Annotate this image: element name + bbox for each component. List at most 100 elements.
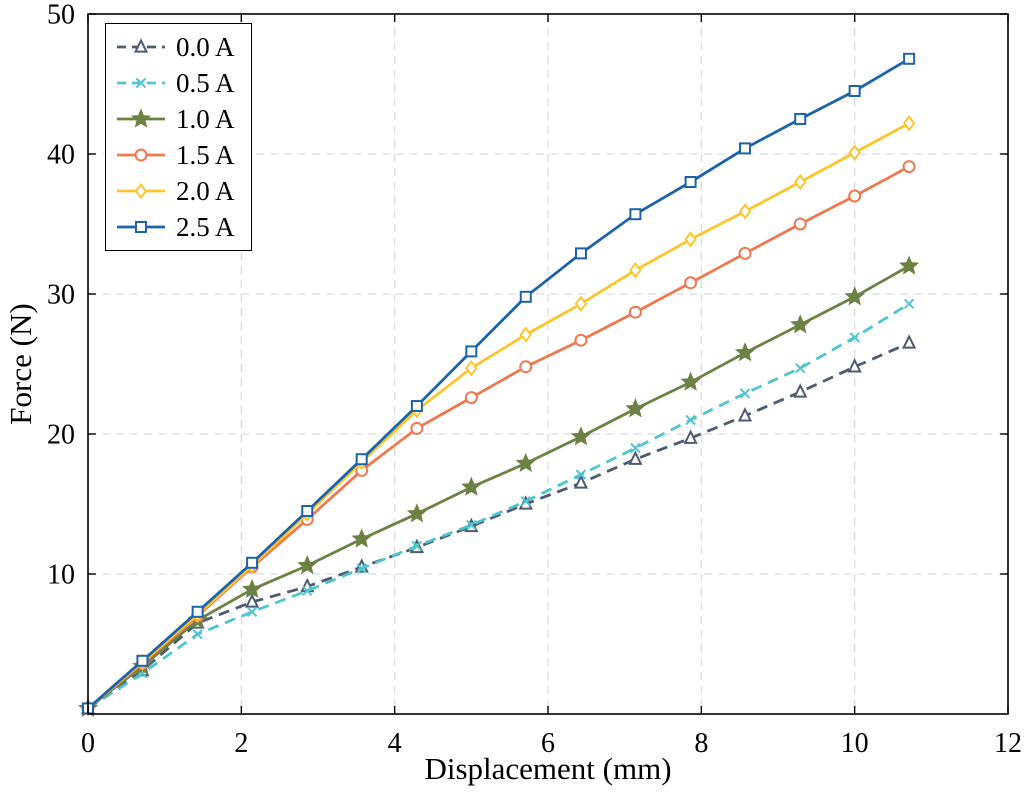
star-marker: [406, 503, 427, 523]
y-tick-label: 50: [47, 0, 75, 31]
square-marker: [903, 52, 916, 65]
square-marker: [684, 176, 697, 188]
diamond-marker: [793, 173, 807, 191]
series-line: [87, 264, 910, 710]
triangle-marker: [901, 334, 917, 349]
legend-label: 2.5 A: [176, 211, 235, 242]
star-marker: [734, 342, 756, 362]
diamond-marker: [134, 182, 148, 200]
square-marker: [574, 247, 587, 260]
x-tick-label: 10: [841, 728, 869, 759]
tick-labels: 0 2 4 6 8 10 12 10 20 30 40 50: [47, 0, 1022, 759]
square-marker: [519, 290, 532, 303]
star-marker: [570, 426, 592, 446]
x-marker: [520, 495, 531, 507]
legend-label: 1.0 A: [176, 103, 235, 134]
legend-label: 1.5 A: [176, 139, 235, 170]
diamond-marker: [738, 203, 752, 220]
diamond-marker: [848, 144, 861, 161]
diamond-marker: [574, 295, 588, 312]
circle-marker: [738, 246, 752, 260]
circle-marker: [410, 421, 424, 435]
legend-label: 2.0 A: [176, 175, 235, 206]
x-marker: [466, 519, 477, 531]
circle-marker: [848, 189, 862, 203]
legend-sample: [117, 221, 165, 233]
x-tick-label: 12: [994, 728, 1022, 759]
star-marker: [844, 286, 865, 306]
circle-marker: [793, 217, 807, 231]
x-tick-label: 0: [81, 728, 95, 759]
y-tick-label: 10: [47, 560, 75, 591]
x-tick-label: 4: [388, 728, 402, 759]
series-layer: [77, 52, 920, 717]
square-marker: [410, 400, 423, 412]
x-marker: [246, 606, 258, 618]
circle-marker: [628, 305, 642, 319]
circle-marker: [134, 148, 148, 162]
square-marker: [739, 142, 752, 155]
triangle-marker: [573, 474, 589, 489]
star-marker: [241, 578, 263, 598]
legend-label: 0.0 A: [176, 31, 235, 62]
legend-sample: [117, 182, 165, 200]
series-line: [87, 341, 910, 710]
x-marker: [135, 77, 147, 89]
series-2.5-a: [82, 52, 916, 715]
y-axis-label: Force (N): [3, 303, 38, 424]
diamond-marker: [684, 231, 697, 248]
y-tick-label: 30: [47, 280, 75, 311]
triangle-marker: [244, 593, 260, 608]
legend-item-1.0-a: 1.0 A: [115, 101, 235, 137]
square-marker: [465, 345, 478, 358]
circle-marker: [684, 276, 698, 290]
square-marker: [629, 208, 642, 221]
star-marker: [680, 371, 701, 391]
legend-sample: [117, 77, 165, 89]
triangle-marker: [628, 450, 643, 465]
legend-sample: [117, 38, 165, 53]
legend-item-0.0-a: 0.0 A: [115, 29, 235, 65]
legend-label: 0.5 A: [176, 67, 235, 98]
diamond-marker: [629, 262, 642, 279]
square-marker: [848, 85, 861, 97]
star-marker: [351, 528, 372, 548]
star-marker: [625, 398, 646, 418]
star-marker: [515, 452, 536, 472]
square-marker: [191, 605, 204, 618]
y-tick-label: 20: [47, 420, 75, 451]
x-tick-label: 8: [694, 728, 708, 759]
star-marker: [130, 108, 152, 128]
x-marker: [192, 628, 203, 640]
square-marker: [136, 654, 149, 667]
circle-marker: [519, 360, 533, 374]
x-axis-label: Displacement (mm): [424, 751, 671, 786]
x-marker: [903, 298, 915, 310]
y-tick-label: 40: [47, 140, 75, 171]
triangle-marker: [847, 358, 862, 373]
x-marker: [685, 414, 696, 426]
legend-sample: [117, 108, 165, 128]
square-marker: [794, 113, 807, 125]
legend-item-0.5-a: 0.5 A: [115, 65, 235, 101]
x-tick-label: 6: [541, 728, 555, 759]
triangle-marker: [683, 429, 698, 444]
x-marker: [795, 362, 806, 374]
square-marker: [246, 556, 259, 569]
triangle-marker: [793, 383, 808, 398]
axes-frame: [87, 13, 1009, 715]
x-marker: [739, 388, 751, 399]
x-marker: [849, 332, 860, 343]
star-marker: [461, 476, 482, 496]
circle-marker: [464, 391, 478, 405]
square-marker: [355, 453, 368, 466]
triangle-marker: [737, 407, 753, 422]
star-marker: [899, 255, 920, 275]
series-1.0-a: [77, 255, 920, 717]
legend-item-1.5-a: 1.5 A: [115, 137, 235, 173]
star-marker: [790, 314, 811, 334]
x-marker: [302, 585, 313, 597]
series-line: [87, 121, 910, 710]
